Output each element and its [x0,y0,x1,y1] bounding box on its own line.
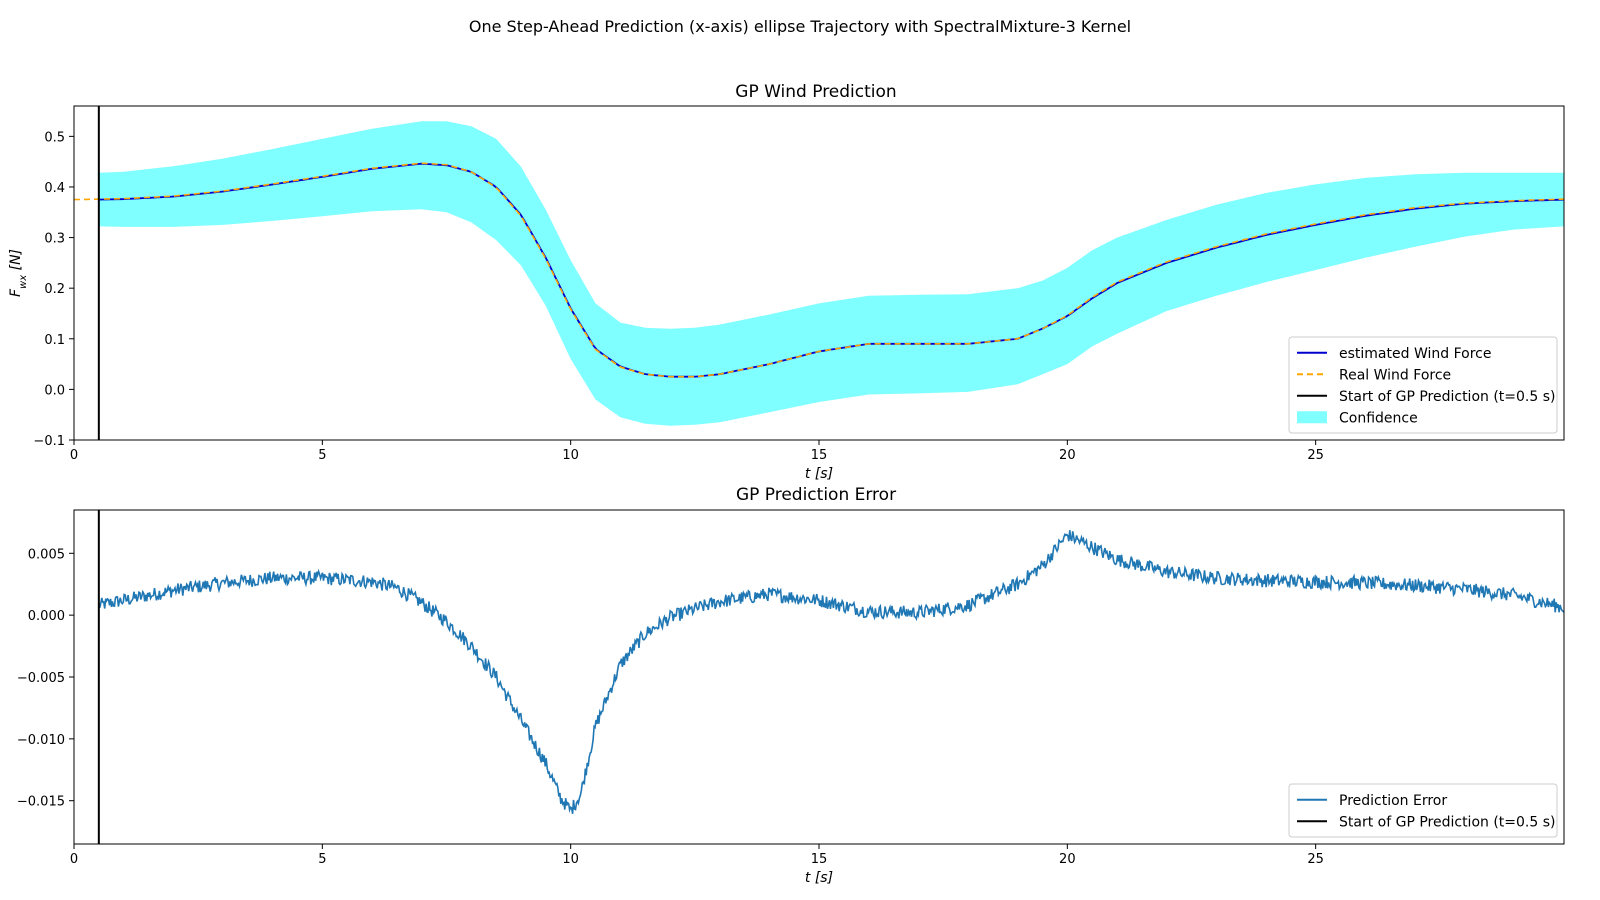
legend-label: Start of GP Prediction (t=0.5 s) [1339,814,1556,830]
y-tick-label: 0.2 [44,282,65,297]
prediction-error-plot: GP Prediction Error 0 5 10 15 20 25 −0.015 −0.0… [17,485,1565,886]
x-tick-label: 20 [1059,852,1076,867]
ylabel-unit: [N] [8,249,24,275]
plot-area [74,106,1564,440]
y-tick-label: 0.4 [44,181,65,196]
y-tick-label: −0.005 [17,671,65,686]
real-wind-force-line [74,162,1564,378]
y-tick-label: 0.1 [44,333,65,348]
y-tick-label: 0.005 [28,547,65,562]
prediction-error-marks [97,510,1564,844]
y-tick-label: −0.015 [17,795,65,810]
wind-prediction-ticks: 0 5 10 15 20 25 −0.1 0.0 0.1 0.2 0.3 0.4 0.5 [33,130,1324,463]
x-tick-label: 5 [318,448,326,463]
x-tick-label: 10 [562,852,579,867]
wind-prediction-legend: estimated Wind Force Real Wind Force Start… [1288,336,1558,434]
ylabel-subscript: wx [18,275,29,289]
x-tick-label: 25 [1307,448,1324,463]
confidence-band [98,121,1564,426]
legend-label: Real Wind Force [1339,367,1451,383]
x-tick-label: 0 [70,448,78,463]
y-tick-label: 0.3 [44,232,65,247]
legend-box [1288,783,1558,838]
x-tick-label: 20 [1059,448,1076,463]
legend-label: Confidence [1339,410,1418,426]
wind-prediction-marks [74,106,1564,440]
x-tick-label: 15 [811,448,828,463]
wind-prediction-xlabel: t [s] [805,466,833,482]
y-tick-label: −0.1 [33,434,65,449]
y-tick-label: −0.010 [17,733,65,748]
ylabel-main: F [8,288,24,297]
x-tick-label: 15 [811,852,828,867]
plot-area [97,510,1564,844]
prediction-error-line [98,530,1564,814]
prediction-error-ticks: 0 5 10 15 20 25 −0.015 −0.010 −0.005 0.000 0.005 [17,547,1324,867]
legend-label: estimated Wind Force [1339,346,1491,362]
x-tick-label: 5 [318,852,326,867]
x-tick-label: 25 [1307,852,1324,867]
legend-swatch [1297,411,1327,424]
legend-label: Start of GP Prediction (t=0.5 s) [1339,389,1556,405]
figure-title: One Step-Ahead Prediction (x-axis) ellip… [469,17,1131,36]
y-tick-label: 0.0 [44,383,65,398]
x-tick-label: 10 [562,448,579,463]
prediction-error-title: GP Prediction Error [736,485,896,505]
x-tick-label: 0 [70,852,78,867]
prediction-error-legend: Prediction Error Start of GP Prediction (… [1288,783,1558,838]
wind-prediction-plot: GP Wind Prediction 0 5 10 15 20 25−0.10.00.10… [8,82,1565,482]
wind-prediction-ylabel: Fwx [N] [8,249,29,297]
y-tick-label: 0.5 [44,130,65,145]
legend-label: Prediction Error [1339,793,1447,809]
prediction-error-xlabel: t [s] [805,870,833,886]
legend-box [1288,336,1558,434]
wind-prediction-title: GP Wind Prediction [735,82,896,102]
y-tick-label: 0.000 [28,609,65,624]
